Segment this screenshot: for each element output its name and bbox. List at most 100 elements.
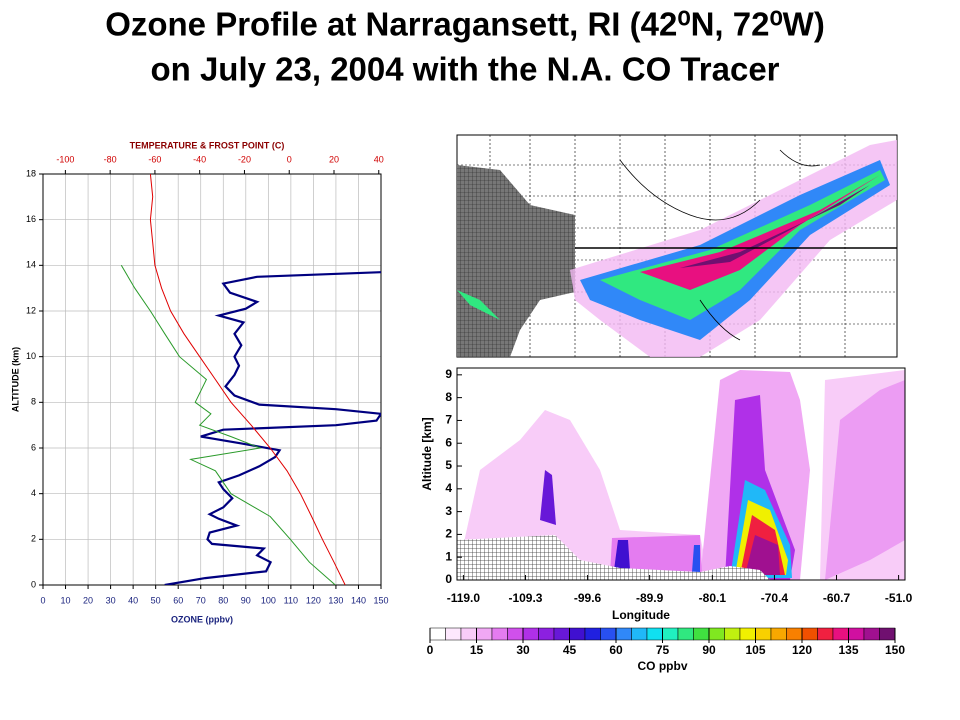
x-tick-label: 0 [40,595,45,605]
colorbar-cell [863,627,880,641]
colorbar-cell [770,627,787,641]
y-axis-label: ALTITUDE (km) [10,347,20,412]
colorbar-cell [662,627,679,641]
plot-frame [42,173,382,586]
y-tick-label: 8 [31,397,36,407]
colorbar-cell [491,627,508,641]
y-tick-label: 12 [26,305,36,315]
x-tick-label: 150 [373,595,388,605]
colorbar-cell [631,627,648,641]
y-tick-label: 4 [31,488,36,498]
x2-tick-label: -40 [193,154,206,164]
y-tick-label: 0 [31,579,36,589]
x2-tick-label: -100 [56,154,74,164]
map [456,134,898,358]
y-tick-label: 10 [26,351,36,361]
x-tick-label: -60.7 [823,591,851,605]
colorbar-cell [429,627,446,641]
colorbar-cell [615,627,632,641]
colorbar-tick-label: 15 [470,643,484,657]
x-tick-label: -119.0 [447,591,481,605]
x-axis-label: OZONE (ppbv) [171,614,233,624]
colorbar-cell [476,627,493,641]
colorbar-cell [693,627,710,641]
y-tick-label: 16 [26,214,36,224]
plot-background [43,174,381,585]
y-tick-label: 5 [445,458,452,472]
colorbar-label: CO ppbv [638,659,688,673]
plot-frame [456,367,906,581]
x-tick-label: -89.9 [636,591,664,605]
y-tick-label: 7 [445,413,452,427]
colorbar-cell [879,627,896,641]
y-tick-label: 18 [26,168,36,178]
x-tick-label: -51.0 [885,591,913,605]
colorbar-cell [569,627,586,641]
x-tick-label: 100 [261,595,276,605]
colorbar-cell [460,627,477,641]
x-tick-label: 120 [306,595,321,605]
colorbar-tick-label: 105 [745,643,765,657]
x-tick-label: 70 [196,595,206,605]
colorbar-tick-label: 0 [427,643,434,657]
x-tick-label: 90 [241,595,251,605]
profile-line [149,174,346,585]
title-line: Ozone Profile at Narragansett, RI (42⁰N,… [105,6,825,43]
x-tick-label: 130 [328,595,343,605]
x2-tick-label: -80 [104,154,117,164]
x2-tick-label: 40 [374,154,384,164]
y-tick-label: 14 [26,260,36,270]
colorbar-tick-label: 75 [656,643,670,657]
x-tick-label: 60 [173,595,183,605]
x-tick-label: 80 [218,595,228,605]
colorbar-cell [739,627,756,641]
y-tick-label: 9 [445,367,452,381]
y-tick-label: 6 [445,435,452,449]
x2-axis-label: TEMPERATURE & FROST POINT (C) [130,140,285,150]
x-tick-label: 140 [351,595,366,605]
x-tick-label: 110 [284,595,298,605]
x2-tick-label: -60 [148,154,161,164]
x2-tick-label: 0 [287,154,292,164]
profile-line [120,265,336,585]
colorbar-cell [708,627,725,641]
x-tick-label: -80.1 [699,591,727,605]
x-tick-label: 30 [106,595,116,605]
colorbar-cell [522,627,539,641]
x-tick-label: 20 [83,595,93,605]
colorbar-tick-label: 150 [885,643,905,657]
x-tick-label: -99.6 [574,591,602,605]
colorbar-cell [724,627,741,641]
title-line: on July 23, 2004 with the N.A. CO Tracer [150,51,779,88]
colorbar-cell [600,627,617,641]
colorbar-tick-label: 90 [702,643,716,657]
y-tick-label: 4 [445,481,452,495]
profile-line [164,271,381,585]
y-axis-label: Altitude [km] [420,417,434,490]
colorbar-tick-label: 30 [516,643,530,657]
y-tick-label: 3 [445,504,452,518]
colorbar-cell [832,627,849,641]
colorbar-cell [445,627,462,641]
colorbar-cell [848,627,865,641]
colorbar-tick-label: 135 [838,643,858,657]
colorbar-cell [584,627,601,641]
colorbar-tick-label: 60 [609,643,623,657]
x2-tick-label: 20 [329,154,339,164]
colorbar-tick-label: 120 [792,643,812,657]
x-axis-label: Longitude [612,608,670,622]
y-tick-label: 1 [445,549,452,563]
colorbar-cell [817,627,834,641]
y-tick-label: 0 [445,572,452,586]
colorbar-cell [786,627,803,641]
colorbar-cell [553,627,570,641]
y-tick-label: 2 [445,527,452,541]
x-tick-label: 10 [61,595,71,605]
colorbar-tick-label: 45 [563,643,577,657]
x-tick-label: -70.4 [761,591,789,605]
colorbar-cell [755,627,772,641]
colorbar-cell [646,627,663,641]
colorbar-cell [677,627,694,641]
colorbar-cell [507,627,524,641]
